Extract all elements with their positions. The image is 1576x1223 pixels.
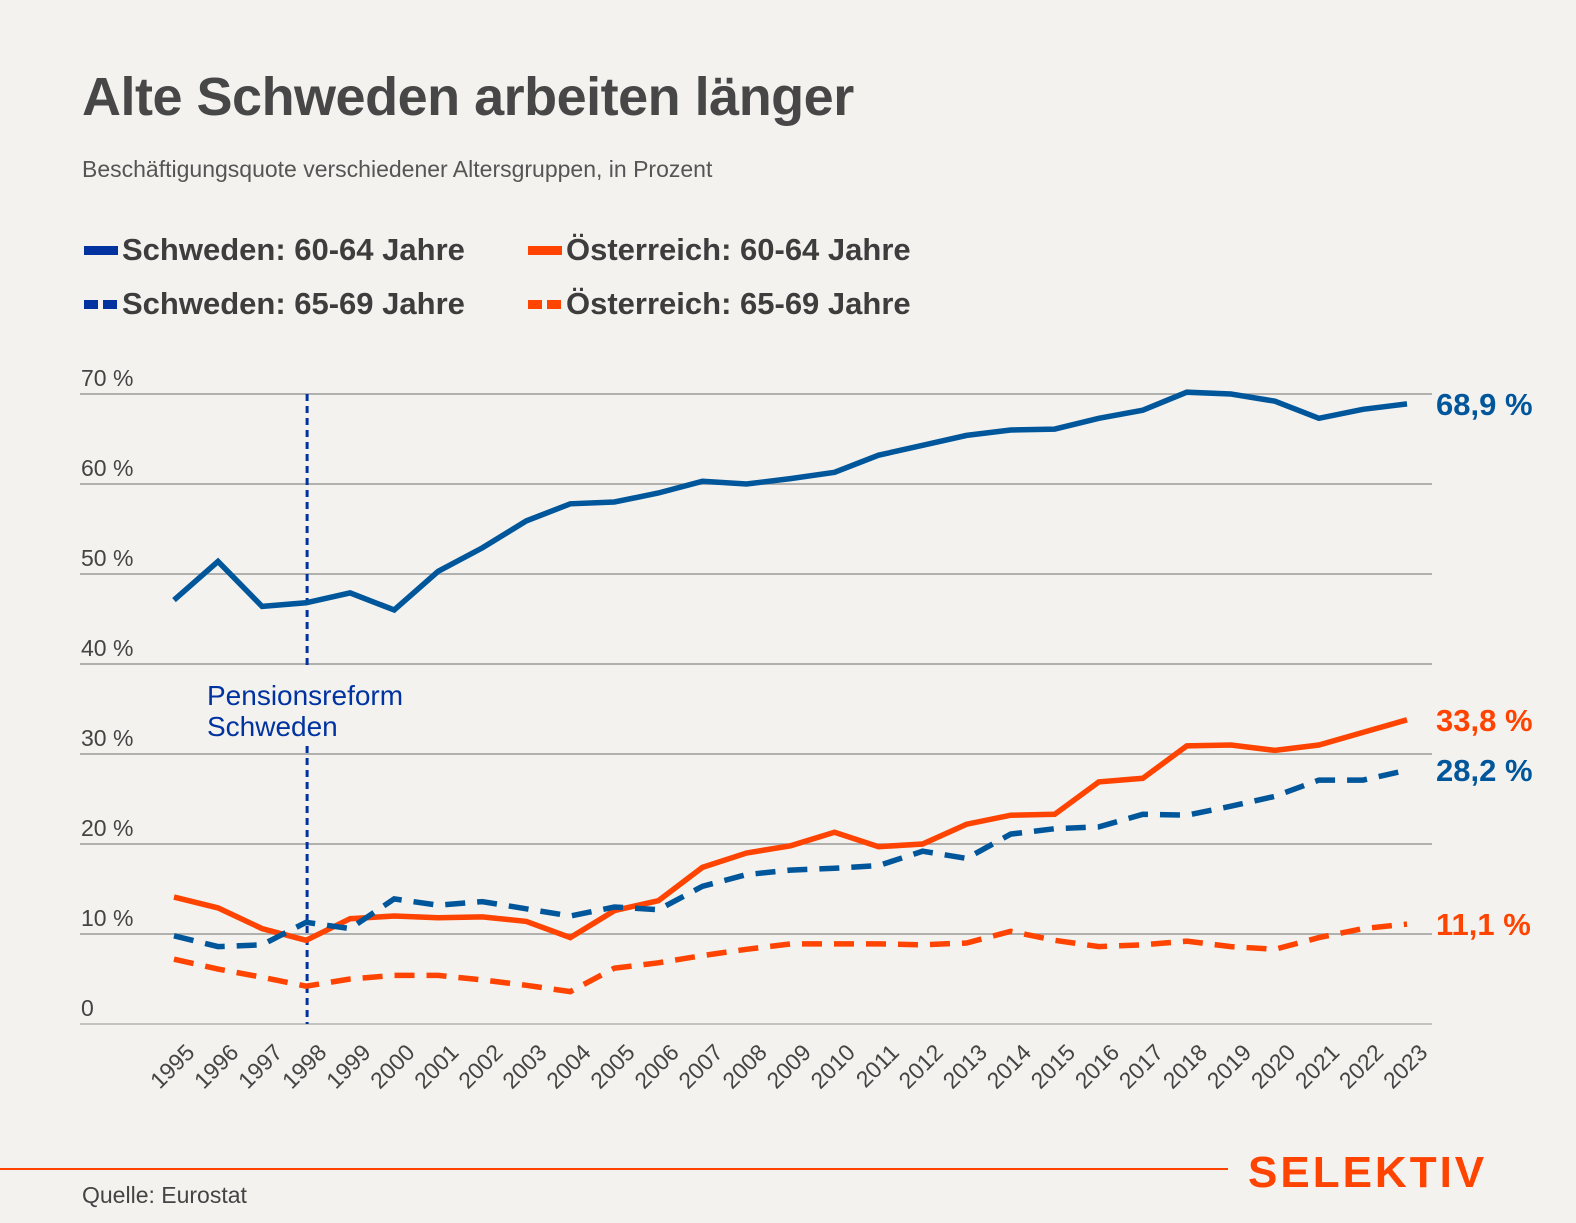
x-tick-label: 2000: [365, 1039, 420, 1094]
x-tick-label: 2015: [1026, 1039, 1081, 1094]
legend-label: Österreich: 65-69 Jahre: [566, 286, 911, 321]
x-tick-label: 2020: [1246, 1039, 1301, 1094]
legend-item-sweden-60-64: Schweden: 60-64 Jahre: [84, 232, 465, 268]
reform-annotation-label: Pensionsreform: [207, 680, 403, 711]
legend-item-austria-60-64: Österreich: 60-64 Jahre: [528, 232, 911, 268]
end-value-label: 33,8 %: [1436, 703, 1533, 738]
y-tick-label: 60 %: [81, 455, 133, 481]
legend-label: Schweden: 60-64 Jahre: [122, 232, 465, 267]
brand-logo: SELEKTIV: [1248, 1148, 1488, 1197]
x-tick-label: 2021: [1290, 1039, 1345, 1094]
x-tick-label: 2016: [1070, 1039, 1125, 1094]
x-tick-label: 1996: [189, 1039, 244, 1094]
reform-annotation-label: Schweden: [207, 711, 338, 742]
x-tick-label: 2022: [1334, 1039, 1389, 1094]
source-note: Quelle: Eurostat: [82, 1182, 247, 1208]
y-tick-label: 20 %: [81, 815, 133, 841]
x-tick-label: 2005: [585, 1039, 640, 1094]
legend-swatch-dashed-icon: [84, 299, 118, 309]
x-tick-label: 2018: [1158, 1039, 1213, 1094]
x-tick-label: 2002: [453, 1039, 508, 1094]
x-tick-label: 2001: [409, 1039, 464, 1094]
x-tick-label: 2012: [893, 1039, 948, 1094]
x-tick-label: 1998: [277, 1039, 332, 1094]
legend-label: Schweden: 65-69 Jahre: [122, 286, 465, 321]
x-tick-label: 2009: [761, 1039, 816, 1094]
chart-subtitle: Beschäftigungsquote verschiedener Alters…: [82, 156, 713, 182]
series-line-österreich-60-64-jahre: [173, 717, 1408, 944]
series-line-schweden-65-69-jahre: [173, 767, 1408, 950]
legend-label: Österreich: 60-64 Jahre: [566, 232, 911, 267]
footer-divider: [0, 1168, 1228, 1170]
x-tick-label: 2013: [937, 1039, 992, 1094]
x-tick-label: 2008: [717, 1039, 772, 1094]
x-tick-label: 2023: [1378, 1039, 1433, 1094]
y-tick-label: 0: [81, 995, 94, 1021]
end-value-label: 68,9 %: [1436, 387, 1533, 422]
x-tick-label: 1999: [321, 1039, 376, 1094]
x-tick-label: 2004: [541, 1039, 596, 1094]
legend-swatch-solid-icon: [528, 245, 562, 255]
x-tick-label: 2010: [805, 1039, 860, 1094]
x-tick-label: 2014: [982, 1039, 1037, 1094]
y-tick-label: 10 %: [81, 905, 133, 931]
y-tick-label: 30 %: [81, 725, 133, 751]
end-value-label: 11,1 %: [1436, 907, 1531, 942]
y-tick-label: 50 %: [81, 545, 133, 571]
series-line-schweden-60-64-jahre: [172, 389, 1408, 614]
y-tick-label: 40 %: [81, 635, 133, 661]
end-value-label: 28,2 %: [1436, 753, 1533, 788]
x-tick-label: 1995: [145, 1039, 200, 1094]
x-tick-label: 2019: [1202, 1039, 1257, 1094]
legend-swatch-dashed-icon: [528, 299, 562, 309]
y-tick-label: 70 %: [81, 365, 133, 391]
x-tick-label: 2006: [629, 1039, 684, 1094]
series-line-österreich-65-69-jahre: [173, 921, 1408, 995]
x-tick-label: 1997: [233, 1039, 288, 1094]
chart-title: Alte Schweden arbeiten länger: [82, 67, 854, 127]
x-tick-label: 2003: [497, 1039, 552, 1094]
legend-item-austria-65-69: Österreich: 65-69 Jahre: [528, 286, 911, 322]
legend-item-sweden-65-69: Schweden: 65-69 Jahre: [84, 286, 465, 322]
x-tick-label: 2017: [1114, 1039, 1169, 1094]
x-tick-label: 2007: [673, 1039, 728, 1094]
legend-swatch-solid-icon: [84, 245, 118, 255]
x-tick-label: 2011: [851, 1039, 904, 1092]
